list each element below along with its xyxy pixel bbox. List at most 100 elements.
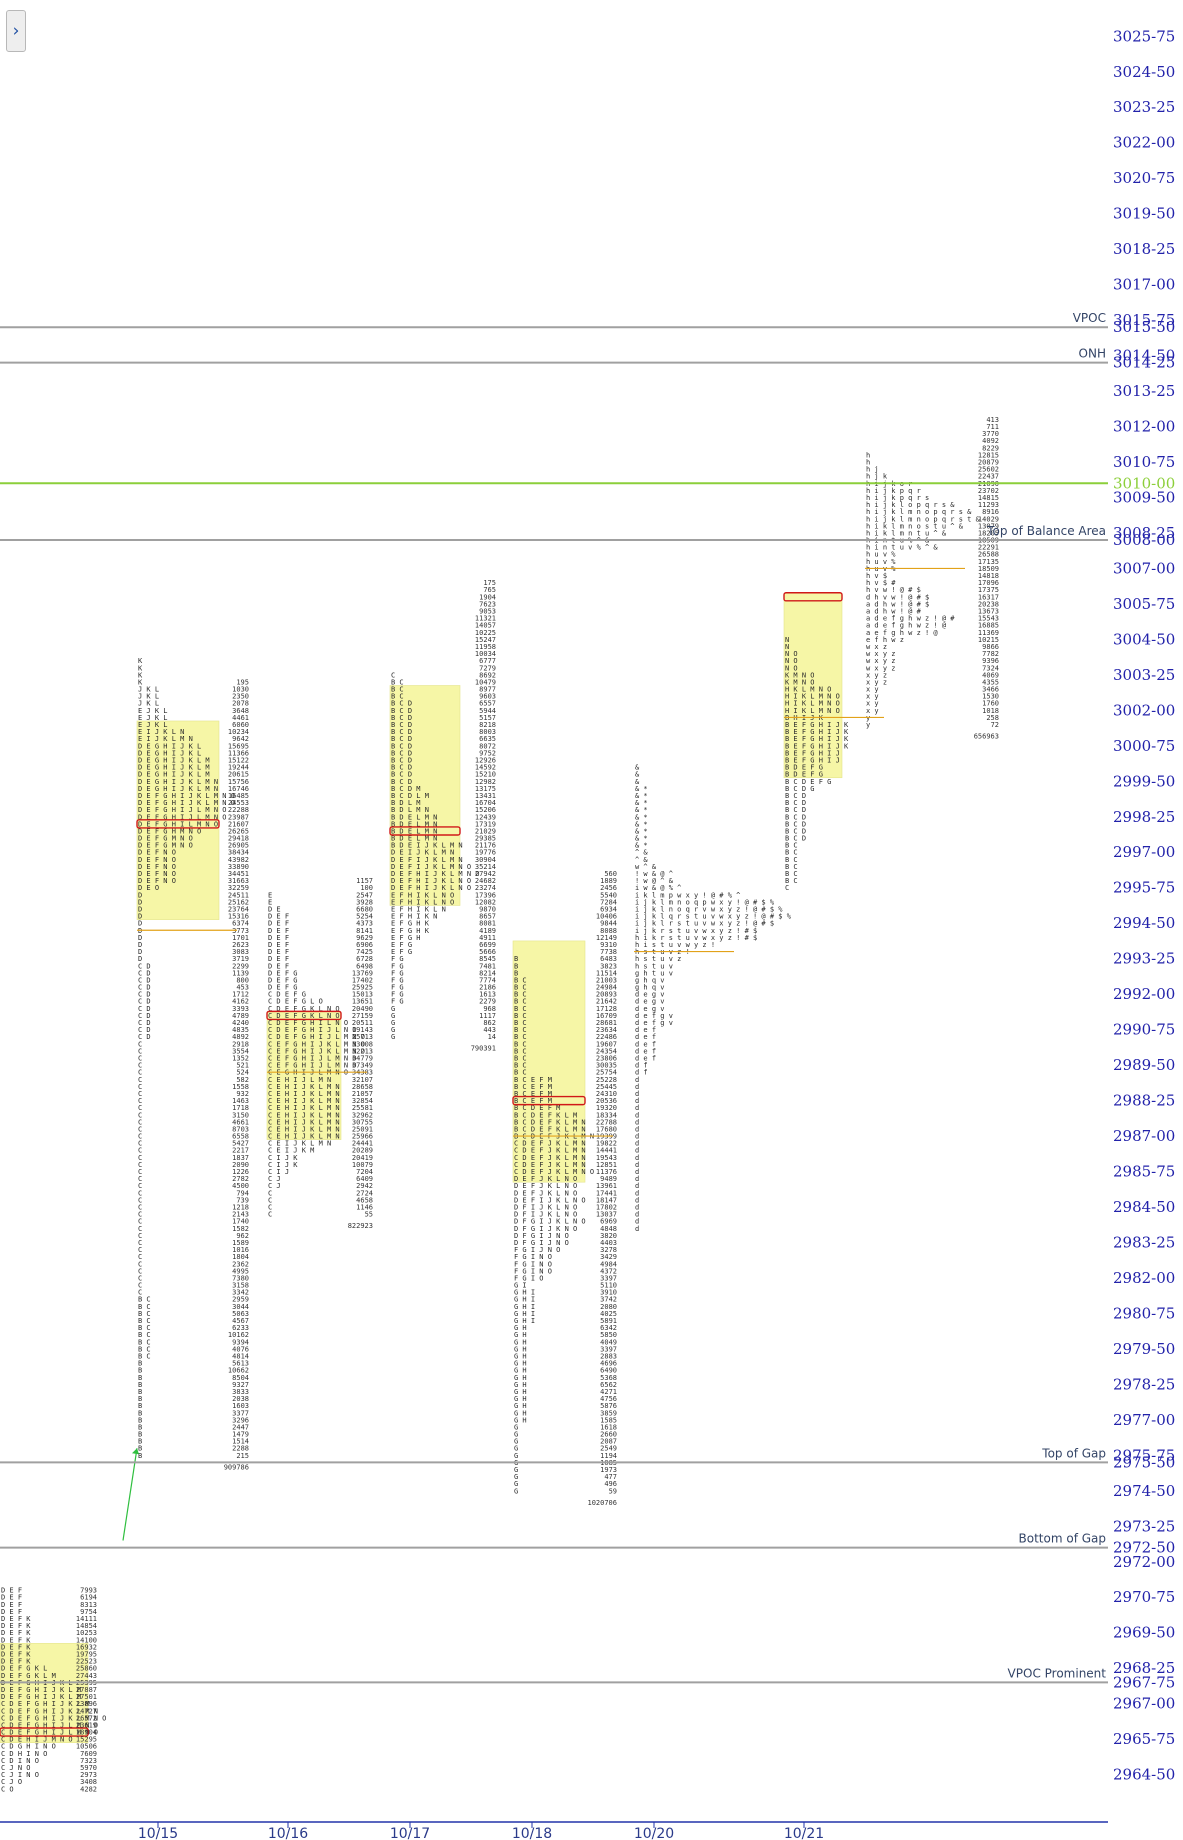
volume-value: 26572 <box>76 1714 97 1722</box>
volume-value: 3044 <box>232 1303 249 1311</box>
volume-value: 17396 <box>475 891 496 899</box>
tpo-row: C <box>268 1211 272 1219</box>
volume-value: 17319 <box>475 820 496 828</box>
tpo-row: ^ & <box>635 856 648 864</box>
tpo-row: G H <box>514 1395 527 1403</box>
volume-value: 2549 <box>600 1445 617 1453</box>
volume-value: 4814 <box>232 1353 249 1361</box>
level-label: Top of Balance Area <box>986 524 1106 538</box>
volume-value: 14441 <box>596 1147 617 1155</box>
volume-value: 17135 <box>978 558 999 566</box>
volume-value: 10253 <box>76 1629 97 1637</box>
volume-value: 3770 <box>982 430 999 438</box>
volume-value: 20419 <box>352 1154 373 1162</box>
volume-value: 9053 <box>479 608 496 616</box>
tpo-row: h i j k l o p q r s & <box>866 501 955 509</box>
tpo-row: h i n t u v % ^ & <box>866 544 938 552</box>
tpo-row: F G I N O <box>514 1253 552 1261</box>
volume-value: 22486 <box>596 1033 617 1041</box>
tpo-row: D F G I J N O <box>514 1232 569 1240</box>
volume-value: 13651 <box>352 998 373 1006</box>
volume-value: 4756 <box>600 1395 617 1403</box>
tpo-row: d <box>635 1090 639 1098</box>
volume-value: 9752 <box>479 749 496 757</box>
tpo-row: B C <box>514 991 527 999</box>
tpo-row: B <box>138 1409 142 1417</box>
tpo-row: D <box>138 948 142 956</box>
tpo-row: B D E F G <box>785 771 823 779</box>
volume-value: 2782 <box>232 1175 249 1183</box>
tpo-row: d <box>635 1083 639 1091</box>
tpo-row: D E F G M N O <box>138 842 193 850</box>
tpo-row: D E G H I J K L M <box>138 764 210 772</box>
volume-value: 6483 <box>600 955 617 963</box>
tpo-row: a e f g h w z ! @ <box>866 629 938 637</box>
volume-value: 4049 <box>600 1338 617 1346</box>
tpo-row: ! w @ ^ & <box>635 877 674 885</box>
tpo-row: C <box>268 1196 272 1204</box>
y-axis-tick-label: 2970-75 <box>1113 1588 1175 1606</box>
volume-value: 5891 <box>600 1317 617 1325</box>
tpo-row: B C <box>138 1331 151 1339</box>
volume-value: 30755 <box>352 1118 373 1126</box>
tpo-row: d <box>635 1133 639 1141</box>
tpo-row: G <box>391 1019 395 1027</box>
tpo-row: E F H I K N <box>391 913 437 921</box>
tpo-row: N <box>785 643 789 651</box>
expand-panel-button[interactable]: › <box>6 10 26 52</box>
volume-value: 8657 <box>479 913 496 921</box>
volume-value: 8313 <box>80 1601 97 1609</box>
volume-value: 215 <box>236 1452 249 1460</box>
tpo-row: G H I <box>514 1303 535 1311</box>
tpo-row: D E F N O <box>138 856 176 864</box>
volume-value: 12082 <box>475 898 496 906</box>
tpo-row: D E F <box>1 1594 22 1602</box>
tpo-row: D E F H I J K L N O <box>391 877 471 885</box>
tpo-row: E J K L <box>138 721 168 729</box>
tpo-row: C D <box>138 969 151 977</box>
volume-value: 1804 <box>232 1253 249 1261</box>
volume-value: 4372 <box>600 1267 617 1275</box>
tpo-row: G I <box>514 1282 527 1290</box>
volume-value: 25860 <box>76 1665 97 1673</box>
tpo-row: d <box>635 1118 639 1126</box>
level-label: Top of Gap <box>1041 1446 1106 1460</box>
tpo-row: D E F G H I J K L M N O <box>138 792 235 800</box>
volume-value: 3820 <box>600 1232 617 1240</box>
volume-value: 7380 <box>232 1274 249 1282</box>
volume-value: 21176 <box>475 842 496 850</box>
tpo-row: B <box>138 1423 142 1431</box>
volume-value: 4835 <box>232 1026 249 1034</box>
tpo-row: B C D E F K L M N <box>514 1118 586 1126</box>
volume-value: 3278 <box>600 1246 617 1254</box>
tpo-row: C E I J K M <box>268 1147 314 1155</box>
tpo-row: B C D <box>391 757 412 765</box>
y-axis-tick-label: 2985-75 <box>1113 1163 1175 1181</box>
tpo-row: F G <box>391 984 404 992</box>
volume-value: 14100 <box>76 1636 97 1644</box>
volume-value: 1117 <box>479 1012 496 1020</box>
tpo-row: B C <box>514 1019 527 1027</box>
tpo-row: h u v % <box>866 558 896 566</box>
tpo-row: B <box>138 1452 142 1460</box>
tpo-row: C D E F G H I L N O <box>268 1019 348 1027</box>
tpo-row: C <box>138 1218 142 1226</box>
volume-value: 1701 <box>232 934 249 942</box>
profile-total-volume: 656963 <box>974 733 999 741</box>
tpo-row: F G <box>391 998 404 1006</box>
tpo-row: E F G <box>391 941 412 949</box>
volume-value: 21003 <box>596 976 617 984</box>
tpo-row: B C <box>391 678 404 686</box>
volume-value: 1837 <box>232 1154 249 1162</box>
tpo-row: C D E F G H I J L M N O <box>1 1729 98 1737</box>
tpo-row: D E F K <box>1 1658 31 1666</box>
tpo-row: d <box>635 1182 639 1190</box>
volume-value: 5368 <box>600 1374 617 1382</box>
tpo-row: w x y z <box>866 657 896 665</box>
volume-value: 20879 <box>978 459 999 467</box>
y-axis-tick-label: 3002-00 <box>1113 701 1175 719</box>
volume-value: 7782 <box>982 650 999 658</box>
volume-value: 19244 <box>228 764 249 772</box>
tpo-row: G <box>514 1431 518 1439</box>
level-price-label: 3010-00 <box>1113 474 1175 492</box>
